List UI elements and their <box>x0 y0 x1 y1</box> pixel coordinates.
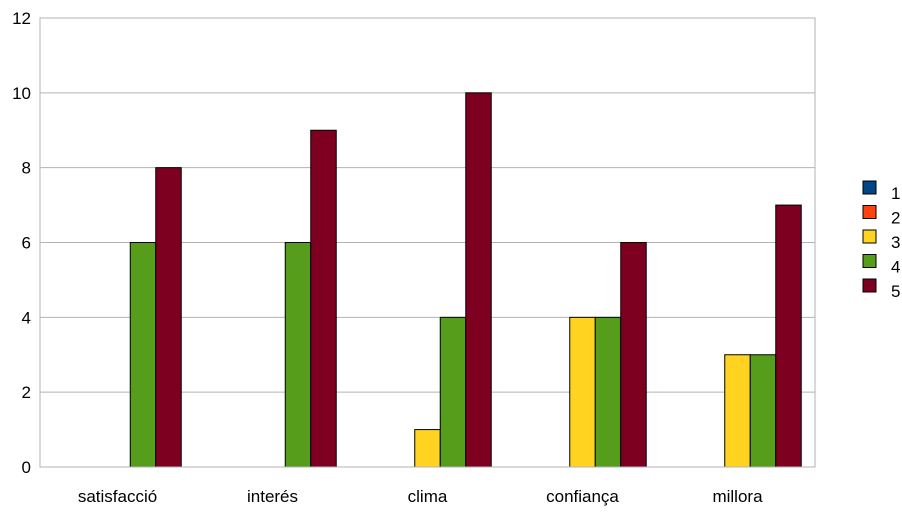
bars <box>130 93 801 467</box>
y-axis-tick-labels: 0 2 4 6 8 10 12 <box>12 9 31 477</box>
legend-swatch-3 <box>863 230 876 243</box>
legend-label: 4 <box>891 258 900 277</box>
bar-millora-series-3 <box>725 355 751 467</box>
bar-interés-series-4 <box>285 243 311 468</box>
legend-swatch-1 <box>863 181 876 194</box>
bar-interés-series-5 <box>311 130 337 467</box>
x-category-label: interés <box>247 487 298 506</box>
bar-millora-series-5 <box>776 205 802 467</box>
y-tick-label: 8 <box>22 159 31 178</box>
bar-confiança-series-3 <box>570 317 596 467</box>
y-tick-label: 12 <box>12 9 31 28</box>
legend-label: 1 <box>891 184 900 203</box>
bar-clima-series-5 <box>466 93 492 467</box>
bar-satisfacció-series-5 <box>156 168 182 467</box>
legend-label: 3 <box>891 233 900 252</box>
x-category-label: satisfacció <box>78 487 157 506</box>
y-tick-label: 2 <box>22 383 31 402</box>
y-tick-label: 10 <box>12 84 31 103</box>
x-axis-tick-labels: satisfacció interés clima confiança millora <box>78 487 763 506</box>
y-tick-label: 6 <box>22 234 31 253</box>
bar-millora-series-4 <box>750 355 776 467</box>
bar-clima-series-3 <box>415 430 441 467</box>
bar-satisfacció-series-4 <box>130 243 156 468</box>
legend: 1 2 3 4 5 <box>863 181 900 301</box>
bar-confiança-series-4 <box>595 317 621 467</box>
legend-label: 2 <box>891 209 900 228</box>
bar-clima-series-4 <box>440 317 466 467</box>
y-tick-label: 4 <box>22 308 31 327</box>
legend-swatch-2 <box>863 206 876 219</box>
y-tick-label: 0 <box>22 458 31 477</box>
bar-confiança-series-5 <box>621 243 647 468</box>
legend-swatch-4 <box>863 255 876 268</box>
legend-swatch-5 <box>863 279 876 292</box>
x-category-label: clima <box>408 487 448 506</box>
x-category-label: confiança <box>546 487 619 506</box>
legend-label: 5 <box>891 282 900 301</box>
x-category-label: millora <box>712 487 763 506</box>
